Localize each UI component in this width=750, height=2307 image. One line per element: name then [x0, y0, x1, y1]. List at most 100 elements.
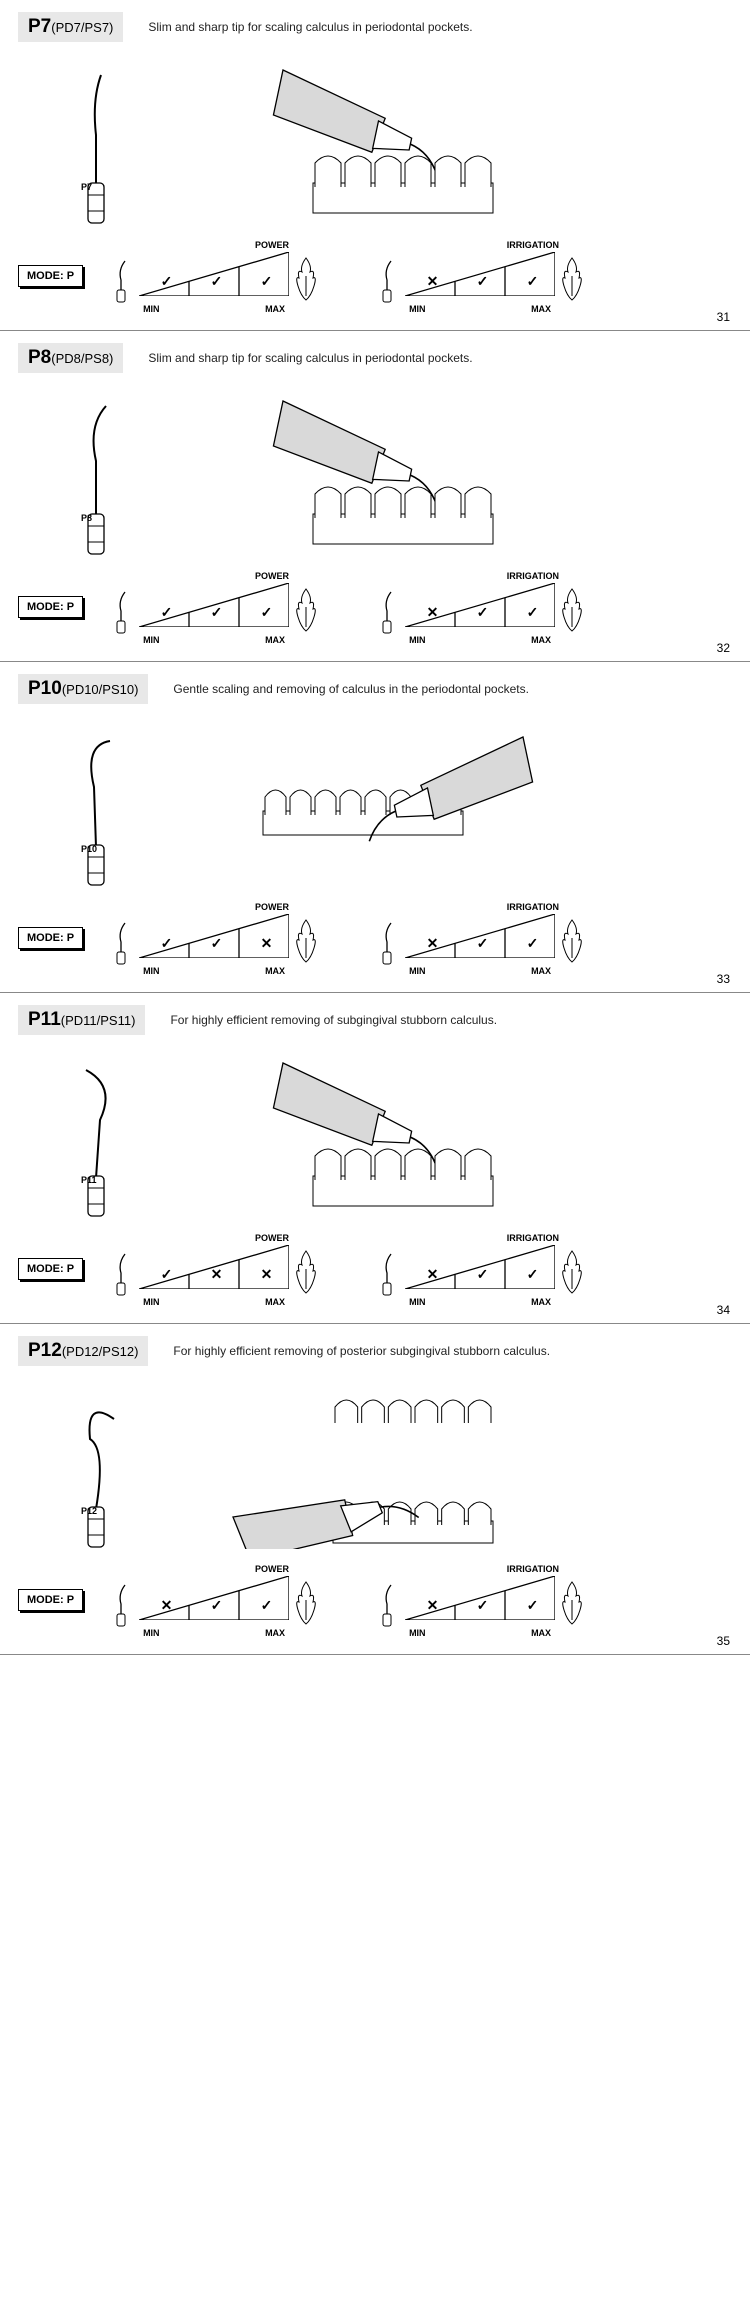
- svg-text:✓: ✓: [527, 273, 539, 289]
- svg-text:✓: ✓: [477, 1597, 489, 1613]
- irrigation-group: ✕✓✓ IRRIGATION MIN MAX: [373, 1245, 585, 1293]
- svg-text:✓: ✓: [161, 935, 173, 951]
- power-group: ✓✓✓ POWER MIN MAX: [107, 252, 319, 300]
- product-code-badge: P7(PD7/PS7): [18, 12, 123, 42]
- product-section: P7(PD7/PS7) Slim and sharp tip for scali…: [0, 0, 750, 331]
- usage-diagram: [223, 1389, 732, 1549]
- product-code-badge: P11(PD11/PS11): [18, 1005, 145, 1035]
- max-label: MAX: [531, 1628, 551, 1638]
- svg-text:✕: ✕: [427, 273, 439, 289]
- svg-text:✓: ✓: [477, 273, 489, 289]
- max-label: MAX: [265, 635, 285, 645]
- code-sub: (PD11/PS11): [61, 1013, 136, 1028]
- max-label: MAX: [531, 304, 551, 314]
- svg-text:✕: ✕: [161, 1597, 173, 1613]
- illustration-row: P7: [18, 50, 732, 244]
- power-group: ✓✓✕ POWER MIN MAX: [107, 914, 319, 962]
- flame-icon: [559, 587, 585, 631]
- product-description: Gentle scaling and removing of calculus …: [173, 682, 529, 696]
- settings-row: MODE: P ✓✓✓ POWER MIN MAX: [18, 244, 732, 300]
- irrigation-group: ✕✓✓ IRRIGATION MIN MAX: [373, 914, 585, 962]
- tip-diagram: P10: [63, 722, 133, 892]
- svg-text:✓: ✓: [527, 604, 539, 620]
- irrigation-wedge: ✕✓✓ IRRIGATION MIN MAX: [405, 252, 555, 300]
- tip-diagram: P7: [63, 60, 133, 230]
- product-section: P10(PD10/PS10) Gentle scaling and removi…: [0, 662, 750, 993]
- mini-tip-icon: [107, 258, 137, 300]
- power-group: ✓✕✕ POWER MIN MAX: [107, 1245, 319, 1293]
- irrigation-group: ✕✓✓ IRRIGATION MIN MAX: [373, 1576, 585, 1624]
- section-header: P10(PD10/PS10) Gentle scaling and removi…: [18, 662, 732, 712]
- mode-indicator: MODE: P: [18, 265, 83, 287]
- svg-text:✕: ✕: [427, 604, 439, 620]
- mode-indicator: MODE: P: [18, 1258, 83, 1280]
- code-sub: (PD10/PS10): [62, 682, 139, 697]
- mini-tip-icon: [107, 920, 137, 962]
- svg-text:✕: ✕: [427, 935, 439, 951]
- product-section: P11(PD11/PS11) For highly efficient remo…: [0, 993, 750, 1324]
- power-label: POWER: [255, 1564, 289, 1574]
- irrigation-wedge: ✕✓✓ IRRIGATION MIN MAX: [405, 1576, 555, 1624]
- svg-text:✓: ✓: [211, 1597, 223, 1613]
- settings-row: MODE: P ✓✓✓ POWER MIN MAX: [18, 575, 732, 631]
- tip-diagram: P8: [63, 391, 133, 561]
- svg-text:✓: ✓: [261, 1597, 273, 1613]
- mini-tip-icon: [373, 589, 403, 631]
- settings-row: MODE: P ✓✓✕ POWER MIN MAX: [18, 906, 732, 962]
- settings-row: MODE: P ✕✓✓ POWER MIN MAX: [18, 1568, 732, 1624]
- page-number: 33: [717, 972, 730, 986]
- power-label: POWER: [255, 1233, 289, 1243]
- settings-row: MODE: P ✓✕✕ POWER MIN MAX: [18, 1237, 732, 1293]
- min-label: MIN: [409, 304, 426, 314]
- svg-text:✓: ✓: [261, 604, 273, 620]
- page-number: 34: [717, 1303, 730, 1317]
- min-label: MIN: [143, 1297, 160, 1307]
- section-header: P7(PD7/PS7) Slim and sharp tip for scali…: [18, 0, 732, 50]
- irrigation-group: ✕✓✓ IRRIGATION MIN MAX: [373, 252, 585, 300]
- min-label: MIN: [409, 1297, 426, 1307]
- svg-text:✓: ✓: [161, 273, 173, 289]
- code-main: P10: [28, 678, 62, 699]
- product-description: For highly efficient removing of subging…: [170, 1013, 497, 1027]
- power-label: POWER: [255, 571, 289, 581]
- illustration-row: P12: [18, 1374, 732, 1568]
- code-sub: (PD8/PS8): [51, 351, 113, 366]
- code-sub: (PD7/PS7): [51, 20, 113, 35]
- power-wedge: ✓✓✓ POWER MIN MAX: [139, 583, 289, 631]
- irrigation-wedge: ✕✓✓ IRRIGATION MIN MAX: [405, 914, 555, 962]
- min-label: MIN: [409, 966, 426, 976]
- min-label: MIN: [409, 635, 426, 645]
- product-section: P8(PD8/PS8) Slim and sharp tip for scali…: [0, 331, 750, 662]
- power-wedge: ✕✓✓ POWER MIN MAX: [139, 1576, 289, 1624]
- svg-text:✓: ✓: [527, 1597, 539, 1613]
- max-label: MAX: [265, 1628, 285, 1638]
- product-code-badge: P10(PD10/PS10): [18, 674, 148, 704]
- svg-text:✓: ✓: [211, 273, 223, 289]
- mode-indicator: MODE: P: [18, 596, 83, 618]
- flame-icon: [293, 1580, 319, 1624]
- svg-text:✓: ✓: [261, 273, 273, 289]
- mini-tip-icon: [107, 1251, 137, 1293]
- code-main: P8: [28, 347, 51, 368]
- section-header: P11(PD11/PS11) For highly efficient remo…: [18, 993, 732, 1043]
- min-label: MIN: [409, 1628, 426, 1638]
- svg-text:✓: ✓: [527, 935, 539, 951]
- min-label: MIN: [143, 304, 160, 314]
- product-description: For highly efficient removing of posteri…: [173, 1344, 550, 1358]
- min-label: MIN: [143, 966, 160, 976]
- flame-icon: [293, 918, 319, 962]
- min-label: MIN: [143, 635, 160, 645]
- flame-icon: [559, 256, 585, 300]
- svg-text:✕: ✕: [261, 935, 273, 951]
- section-header: P8(PD8/PS8) Slim and sharp tip for scali…: [18, 331, 732, 381]
- illustration-row: P8: [18, 381, 732, 575]
- mini-tip-icon: [107, 589, 137, 631]
- svg-text:✓: ✓: [477, 1266, 489, 1282]
- power-label: POWER: [255, 902, 289, 912]
- power-group: ✓✓✓ POWER MIN MAX: [107, 583, 319, 631]
- page-number: 31: [717, 310, 730, 324]
- svg-text:✕: ✕: [211, 1266, 223, 1282]
- mode-indicator: MODE: P: [18, 1589, 83, 1611]
- mini-tip-icon: [107, 1582, 137, 1624]
- mini-tip-icon: [373, 920, 403, 962]
